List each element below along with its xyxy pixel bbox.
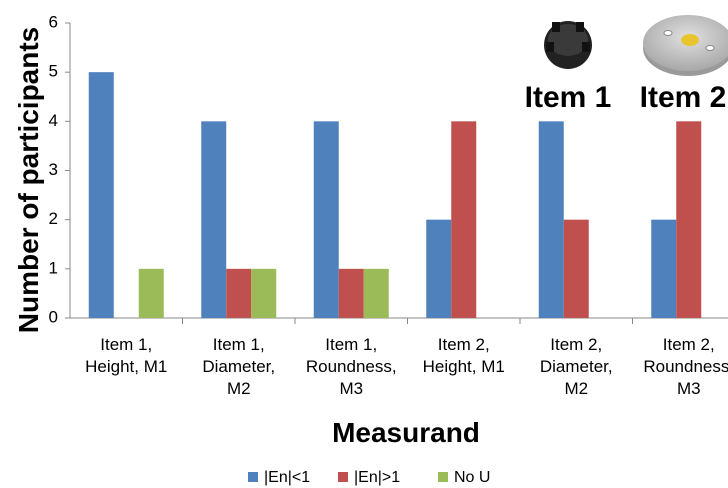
x-tick-label: Height, M1	[85, 357, 167, 376]
legend-label: |En|<1	[264, 469, 310, 486]
bar	[251, 268, 277, 318]
y-tick-label: 5	[49, 62, 58, 81]
bar	[363, 268, 389, 318]
bar	[676, 121, 702, 318]
x-tick-label: Roundness,	[306, 357, 397, 376]
legend-swatch	[438, 472, 448, 482]
y-axis-title: Number of participants	[13, 27, 44, 333]
x-tick-label: M2	[564, 379, 588, 398]
legend-label: |En|>1	[354, 469, 400, 486]
bar	[138, 268, 164, 318]
bar	[88, 72, 114, 319]
legend-swatch	[338, 472, 348, 482]
x-tick-label: Roundness,	[643, 357, 728, 376]
bar	[313, 121, 339, 318]
y-tick-label: 6	[49, 12, 58, 31]
x-tick-label: Item 1,	[100, 335, 152, 354]
x-tick-label: M3	[339, 379, 363, 398]
x-tick-label: Diameter,	[202, 357, 275, 376]
legend-swatch	[248, 472, 258, 482]
axes	[69, 23, 728, 319]
bar	[651, 219, 677, 318]
bar	[451, 121, 477, 318]
y-tick-label: 0	[49, 307, 58, 326]
annotation: Item 1	[525, 81, 612, 114]
x-tick-label: M2	[227, 379, 251, 398]
x-tick-label: Item 1,	[213, 335, 265, 354]
bar	[538, 121, 564, 318]
x-axis-title: Measurand	[332, 417, 480, 448]
y-tick-label: 3	[49, 160, 58, 179]
x-tick-label: Item 2,	[438, 335, 490, 354]
y-tick-label: 2	[49, 209, 58, 228]
bar	[563, 219, 589, 318]
x-tick-label: Item 2,	[550, 335, 602, 354]
bar	[338, 268, 364, 318]
bar	[426, 219, 452, 318]
y-tick-label: 4	[49, 111, 58, 130]
item-1-icon	[544, 21, 592, 69]
y-tick-label: 1	[49, 258, 58, 277]
annotation: Item 2	[640, 81, 727, 114]
x-tick-label: Item 1,	[325, 335, 377, 354]
legend-label: No U	[454, 469, 490, 486]
bar	[201, 121, 227, 318]
bar	[226, 268, 252, 318]
x-tick-label: M3	[677, 379, 701, 398]
x-tick-label: Diameter,	[540, 357, 613, 376]
item-2-icon	[643, 15, 728, 76]
x-tick-label: Height, M1	[423, 357, 505, 376]
x-tick-label: Item 2,	[663, 335, 715, 354]
